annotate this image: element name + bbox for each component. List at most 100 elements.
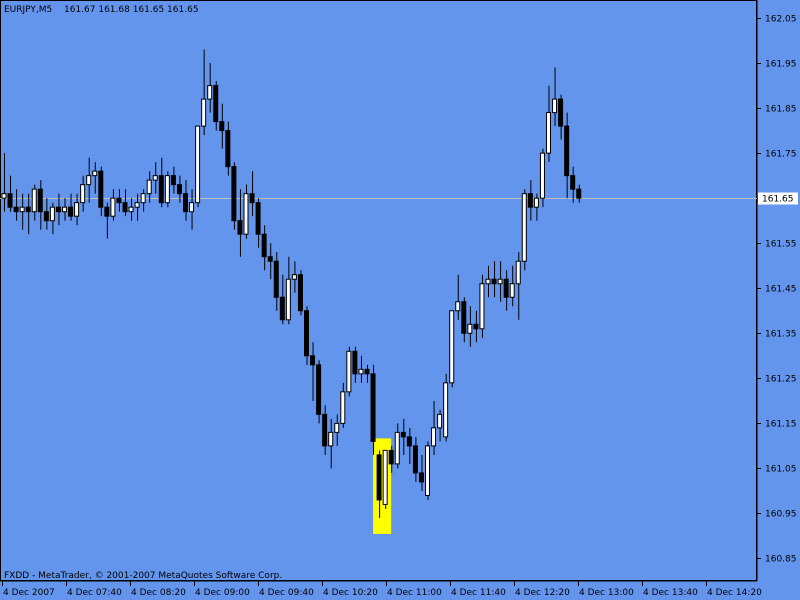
- candle-body-bull: [164, 175, 170, 204]
- time-tick-label: 4 Dec 08:20: [131, 588, 186, 598]
- candle: [497, 261, 503, 302]
- candle: [310, 342, 316, 401]
- candle: [55, 193, 61, 226]
- candle-body-bull: [521, 193, 527, 262]
- candles-layer: [1, 49, 582, 518]
- candle-body-bear: [237, 220, 243, 235]
- candle-body-bull: [485, 278, 491, 285]
- candle-body-bear: [370, 373, 376, 442]
- candle: [449, 310, 455, 388]
- candle: [74, 193, 80, 226]
- candle-body-bear: [352, 350, 358, 375]
- candle: [189, 189, 195, 230]
- time-tick-label: 4 Dec 11:00: [387, 588, 442, 598]
- time-tick-label: 4 Dec 09:40: [259, 588, 314, 598]
- candle-body-bull: [467, 323, 473, 334]
- candle: [364, 364, 370, 383]
- candle-body-bull: [394, 431, 400, 465]
- candle: [473, 310, 479, 343]
- candle-body-bear: [279, 296, 285, 321]
- candle: [13, 189, 19, 221]
- candle-body-bear: [122, 202, 128, 213]
- candle-body-bull: [80, 184, 86, 204]
- candle: [255, 198, 261, 248]
- candle: [322, 405, 328, 455]
- time-tick-label: 4 Dec 10:20: [323, 588, 378, 598]
- candle-body-bear: [170, 175, 176, 186]
- candle: [164, 171, 170, 208]
- time-tick-label: 4 Dec 11:40: [451, 588, 506, 598]
- current-price-label-text: 161.65: [762, 195, 794, 205]
- candle: [291, 261, 297, 293]
- candle: [418, 454, 424, 491]
- time-tick-label: 4 Dec 13:40: [643, 588, 698, 598]
- candle-body-bull: [479, 283, 485, 330]
- candle: [146, 171, 152, 203]
- candle: [279, 274, 285, 325]
- candle: [237, 189, 243, 257]
- candle: [134, 193, 140, 221]
- candle-body-bull: [431, 427, 437, 447]
- candle-body-bear: [304, 310, 309, 357]
- candle: [552, 67, 558, 127]
- candle: [98, 166, 104, 217]
- candle-body-bear: [400, 431, 406, 438]
- candle: [219, 103, 225, 149]
- candle: [455, 274, 461, 320]
- candle-body-bull: [515, 260, 521, 285]
- candle-body-bear: [13, 206, 19, 213]
- candle-body-bear: [176, 184, 182, 195]
- candle: [31, 184, 37, 221]
- candle: [346, 346, 352, 397]
- candle: [104, 202, 110, 239]
- candle: [86, 157, 92, 203]
- candle-body-bull: [443, 382, 449, 438]
- candle-body-bear: [316, 364, 322, 415]
- candle: [261, 225, 267, 271]
- candle-body-bear: [25, 206, 31, 213]
- candle-body-bull: [49, 206, 55, 222]
- price-tick-label: 161.25: [765, 375, 797, 385]
- candle: [527, 180, 533, 221]
- candle: [43, 198, 49, 230]
- candle: [358, 355, 364, 383]
- highlight-box: [373, 438, 392, 534]
- candle: [243, 184, 249, 239]
- candle-body-bear: [68, 206, 74, 217]
- candle: [570, 166, 576, 203]
- candle: [122, 189, 128, 217]
- candle-body-bear: [7, 193, 13, 208]
- candle-body-bull: [195, 125, 201, 204]
- candle: [515, 252, 521, 320]
- candle: [176, 175, 182, 203]
- candle: [213, 81, 219, 131]
- time-axis-ticks: 4 Dec 2007 4 Dec 07:40 4 Dec 08:20 4 Dec 09…: [2, 581, 762, 598]
- candle: [576, 184, 582, 203]
- candle: [539, 148, 545, 208]
- candle-body-bull: [358, 368, 364, 375]
- candle-body-bear: [527, 193, 533, 208]
- candle: [406, 427, 412, 464]
- candle: [37, 180, 43, 230]
- price-tick-label: 161.35: [765, 330, 797, 340]
- candle-body-bull: [189, 202, 195, 213]
- candle-body-bear: [388, 449, 394, 465]
- candle-body-bull: [110, 197, 116, 217]
- candle: [92, 162, 98, 194]
- price-tick-label: 161.85: [765, 105, 797, 115]
- candle: [533, 193, 539, 221]
- time-tick-label: 4 Dec 07:40: [67, 588, 122, 598]
- candle-body-bear: [376, 454, 382, 501]
- candle-body-bull: [1, 193, 7, 199]
- candle: [195, 125, 201, 208]
- candle: [382, 449, 388, 509]
- time-tick-label: 4 Dec 12:20: [515, 588, 570, 598]
- candle: [503, 270, 509, 311]
- candle: [183, 180, 188, 221]
- candle: [370, 364, 376, 455]
- time-tick-label: 4 Dec 2007: [3, 588, 55, 598]
- candle: [25, 193, 31, 235]
- candle: [201, 49, 207, 136]
